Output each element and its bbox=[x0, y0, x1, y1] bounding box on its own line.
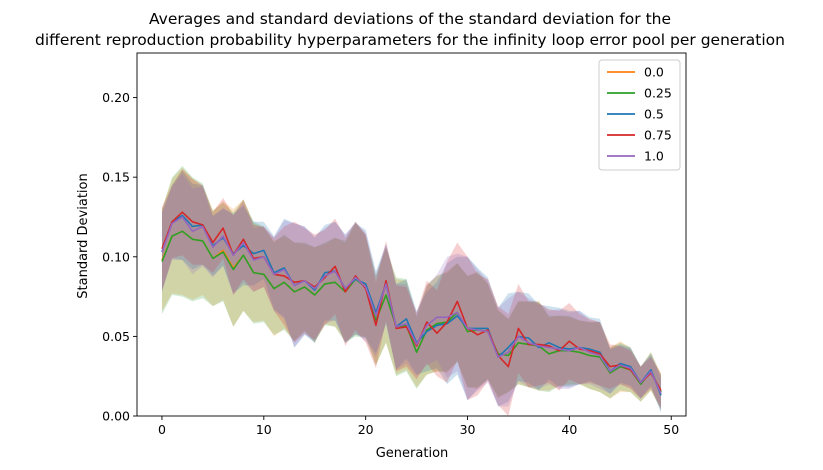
x-tick-label: 30 bbox=[460, 422, 476, 437]
chart-title-line2: different reproduction probability hyper… bbox=[35, 31, 785, 49]
x-tick-label: 40 bbox=[561, 422, 577, 437]
y-tick-label: 0.00 bbox=[102, 409, 130, 424]
x-tick-label: 20 bbox=[358, 422, 374, 437]
y-tick-label: 0.10 bbox=[102, 249, 130, 264]
legend-box bbox=[598, 59, 681, 171]
y-tick-label: 0.05 bbox=[102, 329, 130, 344]
legend-label-2: 0.5 bbox=[644, 107, 664, 122]
legend-label-1: 0.25 bbox=[644, 86, 672, 101]
x-tick-label: 0 bbox=[158, 422, 166, 437]
x-ticks: 0 10 20 30 40 50 bbox=[158, 416, 679, 437]
series-line-1 bbox=[161, 230, 662, 393]
series-line-4 bbox=[161, 216, 662, 395]
mean-lines bbox=[161, 211, 662, 396]
x-tick-label: 50 bbox=[663, 422, 679, 437]
legend-label-3: 0.75 bbox=[644, 128, 672, 143]
axes bbox=[136, 52, 687, 417]
y-ticks: 0.00 0.05 0.10 0.15 0.20 bbox=[102, 90, 137, 424]
std-band-1 bbox=[162, 166, 661, 410]
y-tick-label: 0.20 bbox=[102, 90, 130, 105]
x-tick-label: 10 bbox=[256, 422, 272, 437]
legend-label-0: 0.0 bbox=[644, 65, 664, 80]
legend: 0.0 0.25 0.5 0.75 1.0 bbox=[598, 59, 681, 171]
plot-frame bbox=[136, 52, 687, 417]
std-bands bbox=[162, 166, 661, 416]
std-band-4 bbox=[162, 174, 661, 412]
y-axis-label: Standard Deviation bbox=[76, 173, 91, 298]
std-band-3 bbox=[162, 169, 661, 416]
legend-label-4: 1.0 bbox=[644, 149, 664, 164]
std-band-2 bbox=[162, 170, 661, 413]
x-axis-label: Generation bbox=[376, 446, 449, 461]
std-band-0 bbox=[162, 167, 661, 410]
y-tick-label: 0.15 bbox=[102, 170, 130, 185]
chart-title-line1: Averages and standard deviations of the … bbox=[149, 10, 671, 28]
